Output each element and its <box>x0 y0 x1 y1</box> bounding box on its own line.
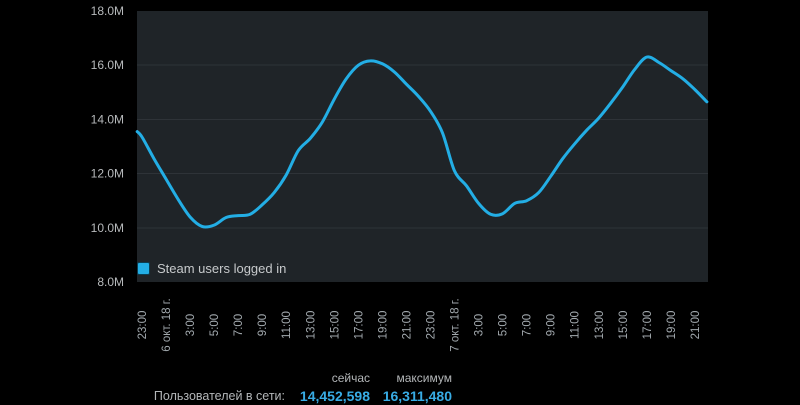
x-axis-label: 23:00 <box>137 311 149 340</box>
stats-max-value: 16,311,480 <box>382 388 452 404</box>
x-axis-label: 13:00 <box>594 311 606 340</box>
x-axis-label: 21:00 <box>690 311 702 340</box>
plot-area[interactable] <box>137 11 708 282</box>
x-axis-label: 9:00 <box>546 314 558 336</box>
x-axis-label: 15:00 <box>329 311 341 340</box>
x-axis-label: 23:00 <box>425 311 437 340</box>
y-axis-label: 10.0M <box>91 221 124 235</box>
stats-now-header: сейчас <box>331 371 370 385</box>
x-axis-label: 3:00 <box>474 314 486 336</box>
x-axis-label: 3:00 <box>185 314 197 336</box>
x-axis-label: 17:00 <box>642 311 654 340</box>
x-axis-label: 15:00 <box>618 311 630 340</box>
y-axis-label: 8.0M <box>97 275 124 289</box>
y-axis-label: 16.0M <box>91 58 124 72</box>
legend-label: Steam users logged in <box>157 261 287 276</box>
x-axis-label: 21:00 <box>401 311 413 340</box>
y-axis-label: 18.0M <box>91 4 124 18</box>
x-axis-label: 5:00 <box>209 314 221 336</box>
x-axis-label: 11:00 <box>570 311 582 339</box>
stats-panel: сейчас максимум Пользователей в сети: 14… <box>0 371 452 405</box>
x-axis-label: 7:00 <box>233 314 245 336</box>
x-axis-label: 19:00 <box>666 311 678 340</box>
x-axis-label: 11:00 <box>281 311 293 339</box>
y-axis-label: 14.0M <box>91 112 124 126</box>
x-axis-label: 13:00 <box>305 311 317 340</box>
stats-values-row: Пользователей в сети: 14,452,598 16,311,… <box>0 385 452 405</box>
x-axis-label: 19:00 <box>377 311 389 340</box>
x-axis-label: 17:00 <box>353 311 365 340</box>
stats-now-value: 14,452,598 <box>299 388 370 404</box>
stats-header-row: сейчас максимум <box>0 371 452 385</box>
x-axis-label: 5:00 <box>498 314 510 336</box>
legend-swatch-icon <box>137 262 150 275</box>
y-axis-label: 12.0M <box>91 167 124 181</box>
series-line[interactable] <box>135 55 709 229</box>
x-axis-label: 6 окт. 18 г. <box>161 298 173 352</box>
x-axis-label: 7 окт. 18 г. <box>450 298 462 352</box>
x-axis-label: 9:00 <box>257 314 269 336</box>
x-axis-label: 7:00 <box>522 314 534 336</box>
stats-max-header: максимум <box>396 371 452 385</box>
legend-item-steam-users[interactable]: Steam users logged in <box>137 261 286 276</box>
stats-users-label: Пользователей в сети: <box>153 389 285 403</box>
